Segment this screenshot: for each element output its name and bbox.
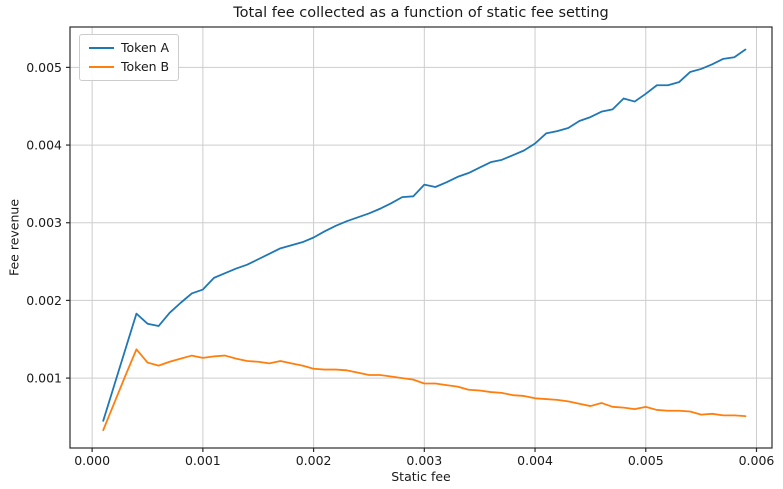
series-line-token-a — [102, 48, 747, 422]
legend-label-token-b: Token B — [121, 59, 170, 74]
legend: Token A Token B — [79, 34, 180, 81]
legend-label-token-a: Token A — [121, 40, 170, 55]
chart-title: Total fee collected as a function of sta… — [233, 5, 609, 21]
legend-line-swatch-token-a — [89, 47, 114, 49]
plot-border — [69, 26, 773, 449]
y-tick-label: 0.002 — [26, 293, 62, 308]
x-tick-label: 0.003 — [406, 453, 442, 468]
legend-line-swatch-token-b — [89, 66, 114, 68]
y-tick-label: 0.003 — [26, 215, 62, 230]
x-tick-label: 0.002 — [296, 453, 332, 468]
x-tick-label: 0.001 — [185, 453, 221, 468]
y-axis-label: Fee revenue — [6, 198, 22, 277]
x-tick-label: 0.000 — [74, 453, 110, 468]
x-tick-label: 0.006 — [739, 453, 775, 468]
x-tick-label: 0.004 — [517, 453, 553, 468]
y-tick-label: 0.001 — [26, 371, 62, 386]
legend-entry-token-b: Token B — [89, 60, 169, 74]
legend-entry-token-a: Token A — [89, 41, 169, 55]
series-line-token-b — [102, 348, 747, 432]
y-tick-label: 0.004 — [26, 138, 62, 153]
y-tick-label: 0.005 — [26, 60, 62, 75]
x-tick-label: 0.005 — [628, 453, 664, 468]
x-axis-label: Static fee — [391, 469, 451, 484]
